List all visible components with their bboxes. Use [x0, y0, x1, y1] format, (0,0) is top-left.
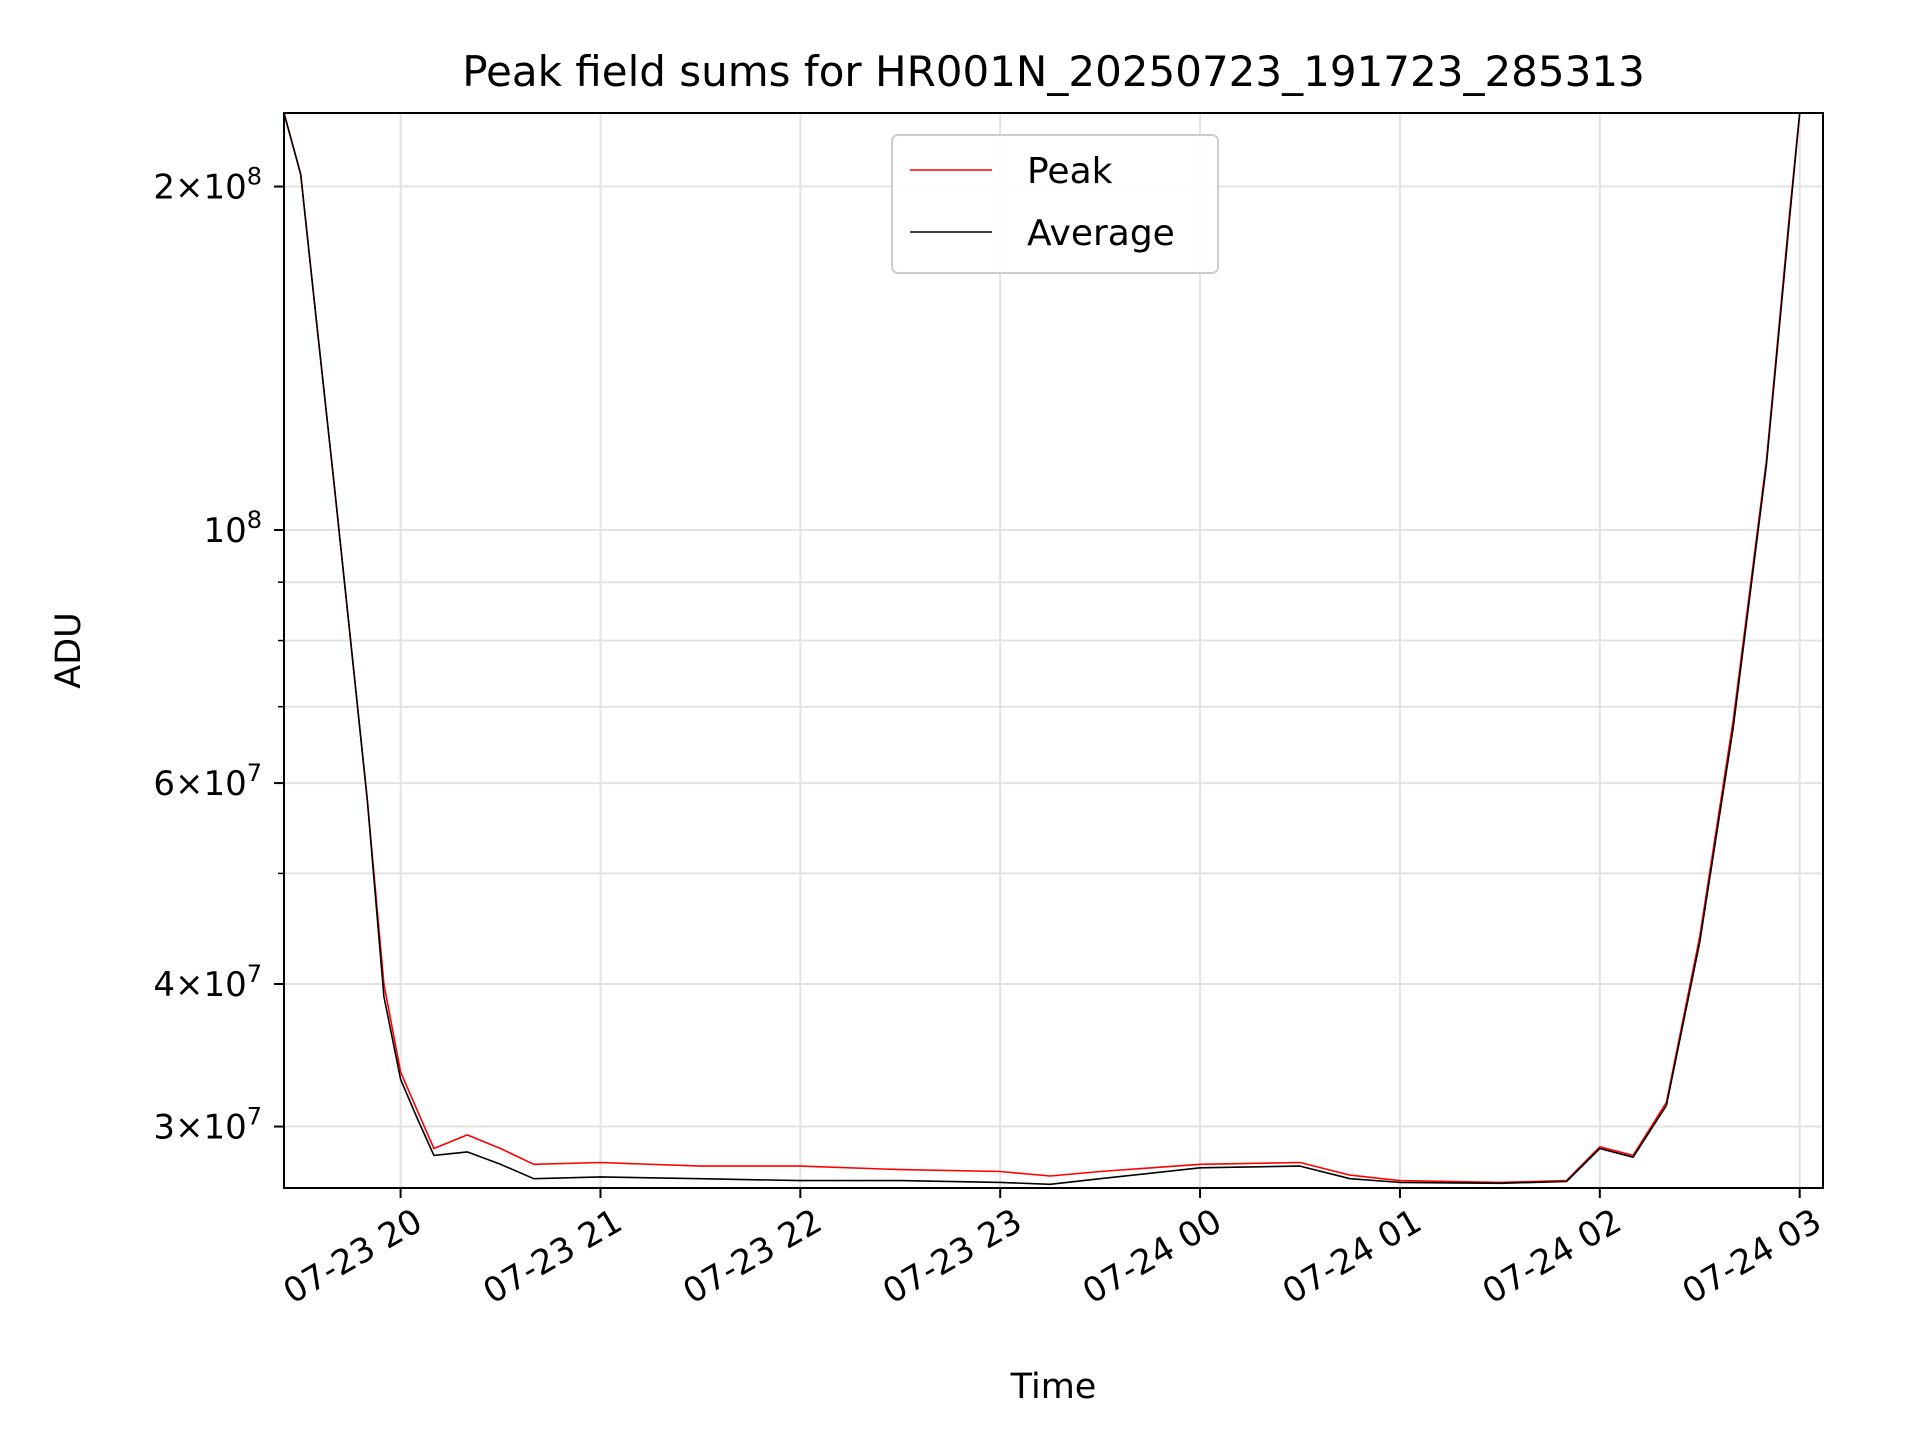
legend-label-peak: Peak — [1027, 151, 1113, 192]
y-tick-label: 108 — [203, 506, 262, 551]
plot-lines — [284, 113, 1801, 1186]
y-tick-label: 2×108 — [153, 163, 262, 208]
y-tick-label: 4×107 — [153, 960, 262, 1005]
y-tick-label: 6×107 — [153, 759, 262, 804]
legend: Peak Average — [891, 134, 1219, 274]
legend-label-average: Average — [1027, 213, 1175, 254]
chart-title: Peak field sums for HR001N_20250723_1917… — [462, 47, 1645, 96]
y-axis-label: ADU — [49, 612, 89, 689]
y-tick-label: 3×107 — [153, 1103, 262, 1148]
plot-area-frame — [283, 112, 1824, 1189]
series-line-average — [284, 113, 1801, 1186]
grid — [284, 113, 1823, 1188]
x-axis-label: Time — [1010, 1367, 1097, 1407]
